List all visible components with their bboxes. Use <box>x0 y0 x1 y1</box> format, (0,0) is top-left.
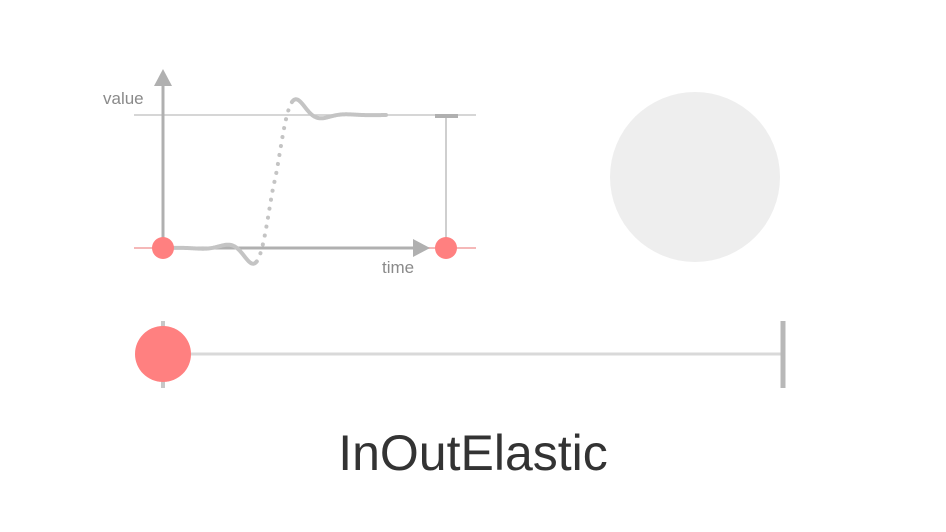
value-axis-arrow-icon <box>154 69 172 86</box>
current-value-dot <box>152 237 174 259</box>
value-axis-label: value <box>103 89 144 108</box>
easing-title: InOutElastic <box>338 425 608 481</box>
easing-curve-end-segment <box>290 97 388 121</box>
time-axis-arrow-icon <box>413 239 430 257</box>
easing-graph: value time <box>103 69 476 277</box>
time-axis-label: time <box>382 258 414 277</box>
easing-curve-start-segment <box>161 242 259 266</box>
easing-curve-transition-segment <box>254 99 295 264</box>
preview-circle <box>610 92 780 262</box>
track-ball[interactable] <box>135 326 191 382</box>
position-track <box>135 321 786 388</box>
end-time-dot <box>435 237 457 259</box>
